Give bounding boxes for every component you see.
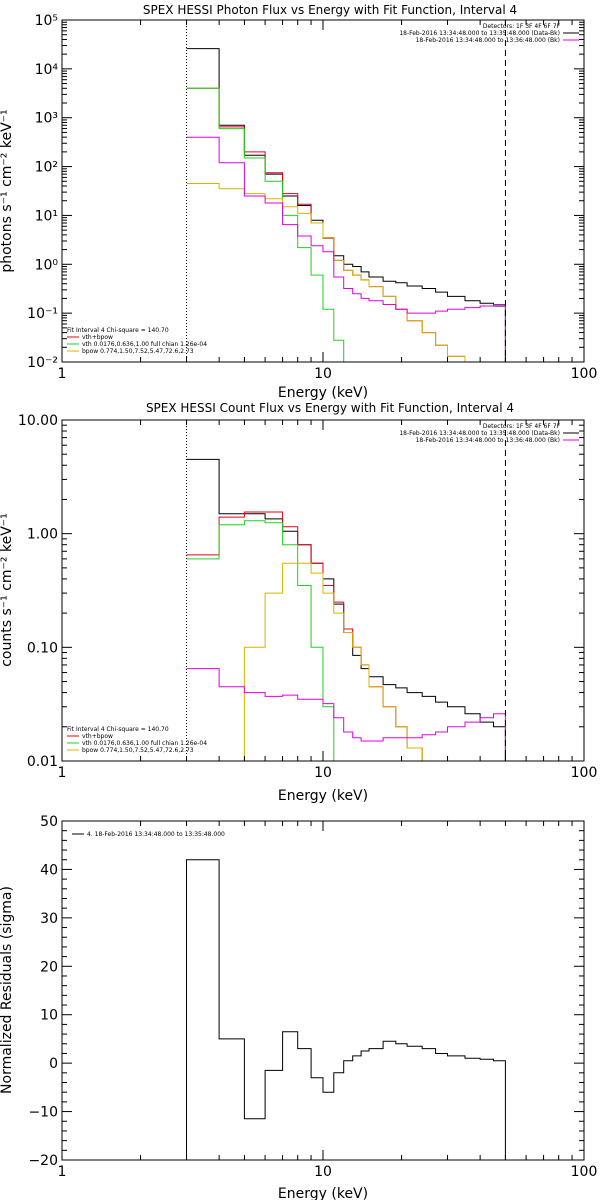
y-tick-label: 10³ bbox=[35, 111, 58, 127]
legend-item-label: vth+bpow bbox=[82, 733, 113, 740]
fit-info-label: Fit Interval 4 Chi-square = 140.70 bbox=[67, 327, 169, 334]
y-tick-label: 10 bbox=[40, 1008, 58, 1024]
legend-item-label: 18-Feb-2016 13:34:48.000 to 13:35:48.000… bbox=[399, 30, 560, 37]
y-axis-label: Normalized Residuals (sigma) bbox=[0, 886, 15, 1094]
x-tick-label: 1 bbox=[58, 765, 67, 781]
panel-title: SPEX HESSI Count Flux vs Energy with Fit… bbox=[146, 401, 514, 415]
y-tick-label: 50 bbox=[40, 814, 58, 830]
series-line bbox=[186, 520, 344, 762]
y-tick-label: 10² bbox=[35, 160, 58, 176]
y-tick-label: 0 bbox=[49, 1056, 58, 1072]
y-tick-label: 10⁰ bbox=[35, 257, 59, 273]
y-tick-label: 40 bbox=[40, 862, 58, 878]
legend-item-label: Detectors: 1F 3F 4F 6F 7F bbox=[483, 423, 561, 430]
series-line bbox=[186, 87, 466, 362]
legend-item-label: bpow 0.774,1.50,7.52,5.47,72.6,2.73 bbox=[82, 747, 194, 754]
y-tick-label: 10⁴ bbox=[35, 62, 59, 78]
y-axis-label: counts s⁻¹ cm⁻² keV⁻¹ bbox=[0, 513, 15, 667]
count-flux-panel: SPEX HESSI Count Flux vs Energy with Fit… bbox=[0, 401, 597, 804]
legend-item-label: 18-Feb-2016 13:34:48.000 to 13:36:48.000… bbox=[416, 437, 560, 444]
series-line bbox=[186, 562, 436, 762]
series-line bbox=[186, 48, 506, 362]
y-tick-label: 10⁻¹ bbox=[27, 306, 58, 322]
series-line bbox=[186, 859, 506, 1160]
x-axis-label: Energy (keV) bbox=[278, 385, 368, 401]
x-tick-label: 10 bbox=[314, 366, 332, 382]
y-tick-label: 10¹ bbox=[35, 208, 58, 224]
legend-item-label: vth 0.0176,0.636,1.00 full chian 1.26e-0… bbox=[82, 341, 207, 348]
legend-item-label: vth 0.0176,0.636,1.00 full chian 1.26e-0… bbox=[82, 740, 207, 747]
y-tick-label: 0.01 bbox=[27, 754, 58, 770]
y-tick-label: 0.10 bbox=[27, 640, 58, 656]
legend-item-label: 4. 18-Feb-2016 13:34:48.000 to 13:35:48.… bbox=[87, 831, 225, 838]
legend-item-label: 18-Feb-2016 13:34:48.000 to 13:36:48.000… bbox=[416, 37, 560, 44]
legend-item-label: Detectors: 1F 3F 4F 6F 7F bbox=[483, 23, 561, 30]
series-line bbox=[186, 668, 506, 761]
y-tick-label: 1.00 bbox=[27, 527, 58, 543]
legend-item-label: 18-Feb-2016 13:34:48.000 to 13:35:48.000… bbox=[399, 430, 560, 437]
x-tick-label: 1 bbox=[58, 1164, 67, 1180]
x-tick-label: 10 bbox=[314, 765, 332, 781]
x-axis-label: Energy (keV) bbox=[278, 1186, 368, 1200]
y-tick-label: −10 bbox=[28, 1105, 58, 1121]
x-axis-label: Energy (keV) bbox=[278, 788, 368, 804]
y-tick-label: 30 bbox=[40, 911, 58, 927]
x-tick-label: 100 bbox=[571, 366, 598, 382]
y-tick-label: 10.00 bbox=[18, 413, 58, 429]
y-axis-label: photons s⁻¹ cm⁻² keV⁻¹ bbox=[0, 109, 15, 272]
y-tick-label: 20 bbox=[40, 959, 58, 975]
y-tick-label: 10⁻² bbox=[27, 355, 58, 371]
x-tick-label: 100 bbox=[571, 765, 598, 781]
legend-item-label: vth+bpow bbox=[82, 334, 113, 341]
y-tick-label: −20 bbox=[28, 1153, 58, 1169]
y-tick-label: 10⁵ bbox=[35, 13, 58, 29]
series-line bbox=[186, 136, 506, 362]
panel-title: SPEX HESSI Photon Flux vs Energy with Fi… bbox=[143, 3, 517, 17]
photon-flux-panel: SPEX HESSI Photon Flux vs Energy with Fi… bbox=[0, 3, 597, 401]
x-tick-label: 10 bbox=[314, 1164, 332, 1180]
legend-item-label: bpow 0.774,1.50,7.52,5.47,72.6,2.73 bbox=[82, 348, 194, 355]
x-tick-label: 1 bbox=[58, 366, 67, 382]
series-line bbox=[186, 458, 506, 761]
residuals-panel: 1 10 100 −20 −10 0 10 20 30 40 50 Energy (keV) Nor… bbox=[0, 814, 597, 1200]
fit-info-label: Fit Interval 4 Chi-square = 140.70 bbox=[67, 726, 169, 733]
series-line bbox=[186, 183, 466, 362]
x-tick-label: 100 bbox=[571, 1164, 598, 1180]
series-line bbox=[186, 87, 353, 363]
